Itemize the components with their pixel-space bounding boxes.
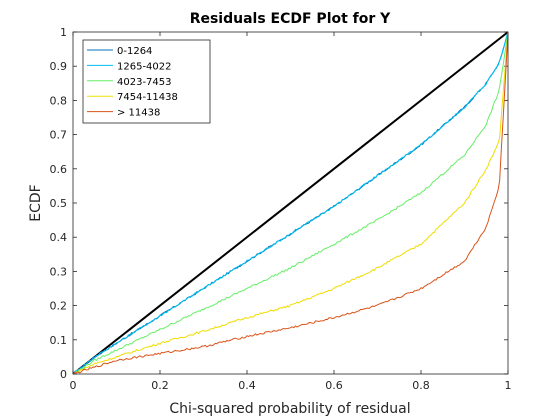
reference-line	[72, 31, 509, 375]
legend-box	[82, 39, 211, 124]
x-tick-label: 1	[505, 379, 512, 392]
legend-entry-label: 4023-7453	[117, 77, 172, 88]
chart-title: Residuals ECDF Plot for Y	[190, 11, 391, 27]
x-tick-label: 0.6	[325, 379, 343, 392]
x-tick-label: 0	[70, 379, 77, 392]
y-tick-label: 0.4	[50, 231, 68, 244]
legend-entry-label: 1265-4022	[117, 61, 172, 72]
y-tick-label: 0.9	[50, 60, 68, 73]
x-tick-label: 0.4	[238, 379, 256, 392]
series-line-2	[72, 31, 509, 375]
y-tick-label: 0.8	[50, 94, 68, 107]
legend-entry-label: > 11438	[117, 108, 160, 119]
legend-entry-label: 0-1264	[117, 46, 152, 57]
legend: 0-1264 1265-4022 4023-7453 7454-11438 > 1143…	[82, 39, 211, 124]
y-tick-label: 0.3	[50, 265, 68, 278]
series-line-5	[72, 31, 509, 375]
y-tick-label: 1	[60, 26, 67, 39]
y-tick-label: 0.7	[50, 129, 68, 142]
x-tick-label: 0.8	[412, 379, 430, 392]
legend-entry-label: 7454-11438	[117, 92, 178, 103]
y-tick-label: 0.2	[50, 300, 68, 313]
y-tick-label: 0.5	[50, 197, 68, 210]
x-axis-label: Chi-squared probability of residual	[169, 401, 410, 417]
series-line-3	[72, 31, 509, 375]
x-tick-label: 0.2	[151, 379, 169, 392]
series-line-4	[72, 31, 509, 375]
y-axis-label: ECDF	[28, 184, 44, 221]
axes-frame	[72, 31, 509, 375]
y-tick-label: 0.6	[50, 163, 68, 176]
y-tick-label: 0	[60, 368, 67, 381]
y-tick-label: 0.1	[50, 334, 68, 347]
